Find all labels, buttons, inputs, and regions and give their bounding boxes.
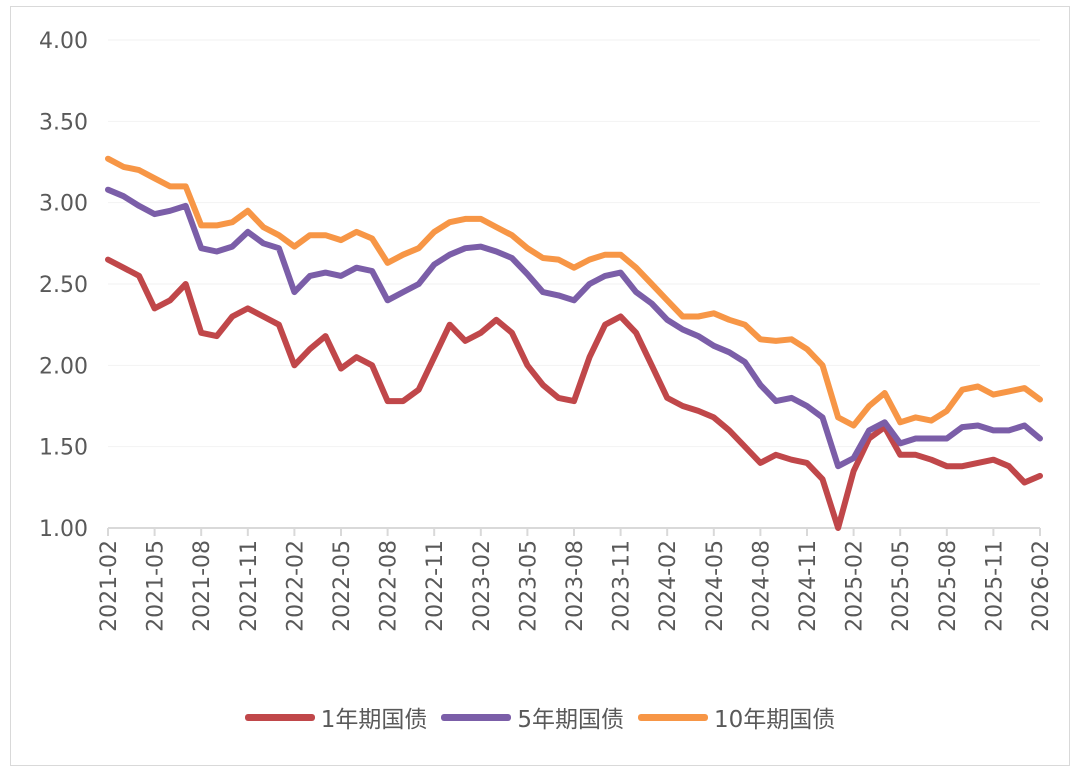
x-tick-label: 2025-05 — [889, 540, 914, 632]
x-tick-label: 2021-05 — [144, 540, 169, 632]
x-tick-label: 2023-02 — [470, 540, 495, 632]
x-tick-label: 2025-11 — [982, 540, 1007, 632]
y-tick-label: 3.50 — [39, 110, 88, 135]
series-line-5y — [105, 186, 1043, 470]
legend-label: 1年期国债 — [320, 707, 428, 733]
x-tick-label: 2022-11 — [423, 540, 448, 632]
legend-swatch — [441, 713, 512, 721]
y-tick-label: 1.00 — [39, 517, 88, 542]
x-tick-label: 2022-02 — [283, 540, 308, 632]
x-tick-label: 2023-11 — [610, 540, 635, 632]
x-tick-label: 2026-02 — [1029, 540, 1054, 632]
legend-label: 10年期国债 — [714, 707, 836, 733]
y-tick-label: 2.00 — [39, 354, 88, 379]
x-tick-label: 2022-08 — [377, 540, 402, 632]
x-tick-label: 2024-02 — [656, 540, 681, 632]
y-tick-label: 2.50 — [39, 273, 88, 298]
x-tick-label: 2025-02 — [843, 540, 868, 632]
x-tick-label: 2025-08 — [936, 540, 961, 632]
legend-swatch — [638, 713, 708, 721]
legend-item-10y: 10年期国债 — [638, 700, 835, 734]
y-tick-label: 3.00 — [39, 192, 88, 217]
legend-item-1y: 1年期国债 — [244, 700, 428, 734]
y-tick-label: 4.00 — [39, 29, 88, 54]
x-tick-label: 2021-11 — [237, 540, 262, 632]
x-tick-label: 2023-05 — [516, 540, 541, 632]
x-tick-label: 2024-08 — [749, 540, 774, 632]
x-tick-label: 2024-11 — [796, 540, 821, 632]
legend-label: 5年期国债 — [517, 707, 624, 733]
legend-swatch — [244, 713, 315, 721]
x-tick-label: 2024-05 — [703, 540, 728, 632]
chart-frame — [10, 6, 1070, 766]
x-tick-label: 2021-08 — [190, 540, 215, 632]
x-tick-label: 2023-08 — [563, 540, 588, 632]
legend: 1年期国债 5年期国债 10年期国债 — [0, 700, 1080, 734]
x-tick-label: 2022-05 — [330, 540, 355, 632]
y-tick-label: 1.50 — [39, 436, 88, 461]
series-line-10y — [105, 155, 1043, 429]
legend-item-5y: 5年期国债 — [441, 700, 624, 734]
x-tick-label: 2021-02 — [97, 540, 122, 632]
